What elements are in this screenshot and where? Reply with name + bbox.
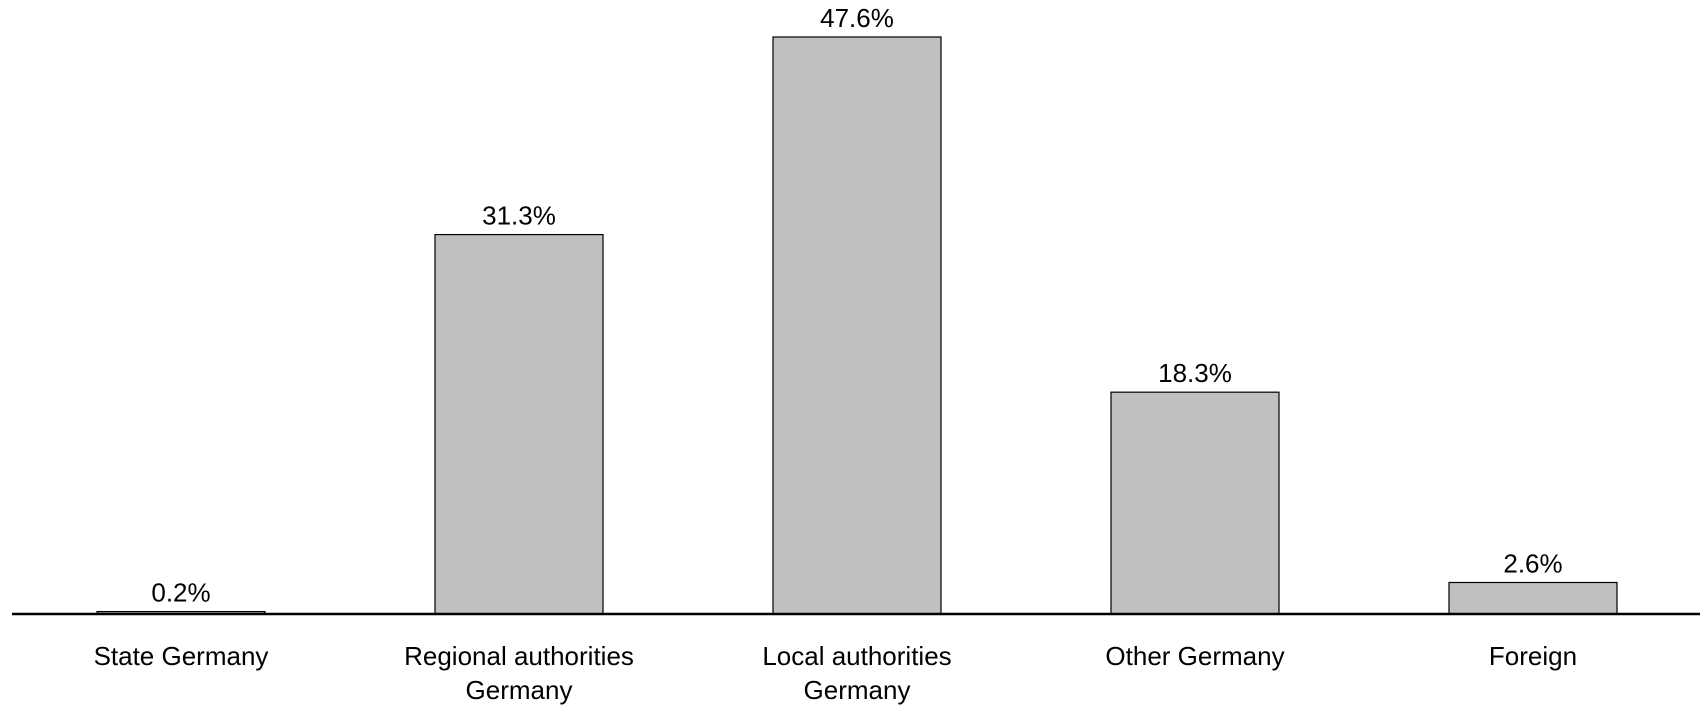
category-labels-layer: State Germany Regional authorities Germany…	[94, 641, 1578, 705]
value-label-1: 31.3%	[482, 201, 556, 231]
value-label-4: 2.6%	[1503, 548, 1562, 578]
bars-layer	[96, 36, 1618, 615]
category-label-1-line-1: Germany	[466, 675, 573, 705]
category-label-4-line-0: Foreign	[1489, 641, 1577, 671]
category-label-0-line-0: State Germany	[94, 641, 269, 671]
bar-4	[1448, 581, 1618, 615]
category-label-2-line-0: Local authorities	[762, 641, 951, 671]
category-label-2-line-1: Germany	[804, 675, 911, 705]
value-label-3: 18.3%	[1158, 358, 1232, 388]
value-label-2: 47.6%	[820, 3, 894, 33]
category-label-0: State Germany	[94, 641, 269, 671]
bar-3	[1110, 391, 1280, 615]
bar-2	[772, 36, 942, 615]
category-label-1: Regional authorities Germany	[404, 641, 634, 705]
category-label-2: Local authorities Germany	[762, 641, 951, 705]
value-labels-layer: 0.2% 31.3% 47.6% 18.3% 2.6%	[151, 3, 1562, 608]
category-label-4: Foreign	[1489, 641, 1577, 671]
value-label-0: 0.2%	[151, 578, 210, 608]
bar-1	[434, 233, 604, 615]
category-label-3: Other Germany	[1105, 641, 1284, 671]
category-label-3-line-0: Other Germany	[1105, 641, 1284, 671]
category-label-1-line-0: Regional authorities	[404, 641, 634, 671]
